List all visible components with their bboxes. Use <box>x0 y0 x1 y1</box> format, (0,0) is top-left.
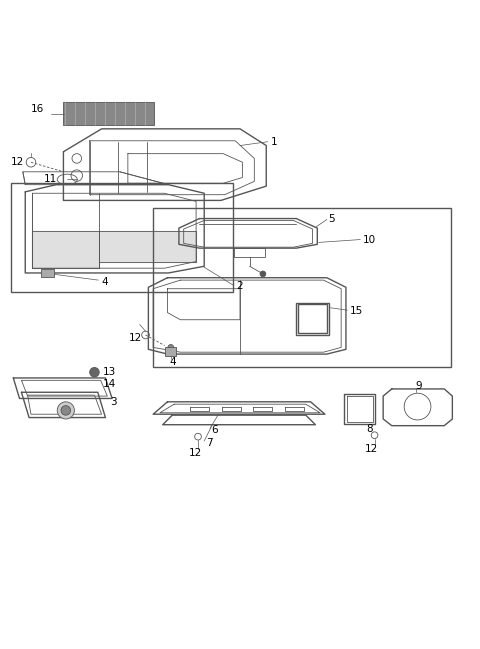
Text: 12: 12 <box>189 448 202 458</box>
Text: 12: 12 <box>129 333 143 343</box>
Bar <box>153 208 451 367</box>
Polygon shape <box>33 231 99 268</box>
Text: 8: 8 <box>366 424 372 434</box>
Text: 5: 5 <box>328 214 335 223</box>
Bar <box>296 302 329 335</box>
Circle shape <box>260 271 266 276</box>
Text: 14: 14 <box>103 378 116 389</box>
Text: 7: 7 <box>205 438 212 448</box>
Circle shape <box>90 367 99 377</box>
Text: 13: 13 <box>103 367 116 377</box>
Text: 4: 4 <box>169 357 176 367</box>
Polygon shape <box>99 231 196 262</box>
Circle shape <box>57 402 74 419</box>
Text: 9: 9 <box>416 380 422 391</box>
Text: 11: 11 <box>43 175 57 184</box>
Text: 16: 16 <box>31 104 44 114</box>
Bar <box>298 304 327 333</box>
Text: 1: 1 <box>271 137 277 147</box>
Text: 12: 12 <box>11 157 24 167</box>
Text: 6: 6 <box>211 426 218 435</box>
Bar <box>165 347 176 356</box>
Text: 3: 3 <box>110 397 117 407</box>
Text: 12: 12 <box>365 443 378 454</box>
Text: 4: 4 <box>102 276 108 287</box>
Text: 10: 10 <box>363 234 376 245</box>
Circle shape <box>61 406 71 415</box>
Text: 2: 2 <box>236 281 243 291</box>
Bar <box>40 269 54 276</box>
Bar <box>11 183 233 292</box>
Circle shape <box>168 345 174 350</box>
Bar <box>63 102 154 125</box>
Text: 15: 15 <box>350 306 363 316</box>
